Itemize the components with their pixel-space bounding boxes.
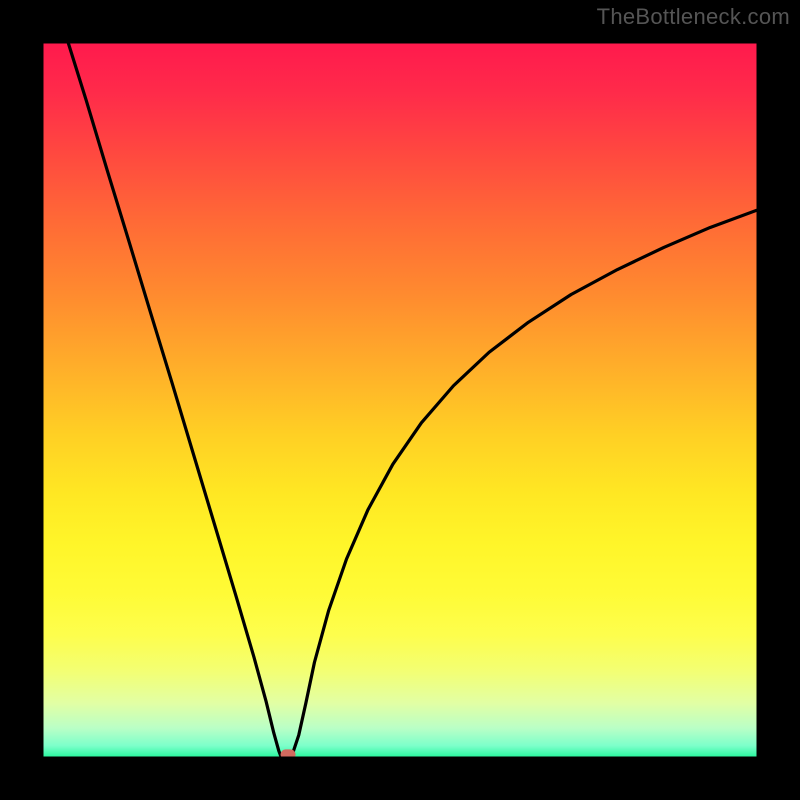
plot-background (44, 44, 757, 757)
watermark-text: TheBottleneck.com (597, 4, 790, 30)
chart-container: TheBottleneck.com (0, 0, 800, 800)
bottleneck-chart (0, 0, 800, 800)
